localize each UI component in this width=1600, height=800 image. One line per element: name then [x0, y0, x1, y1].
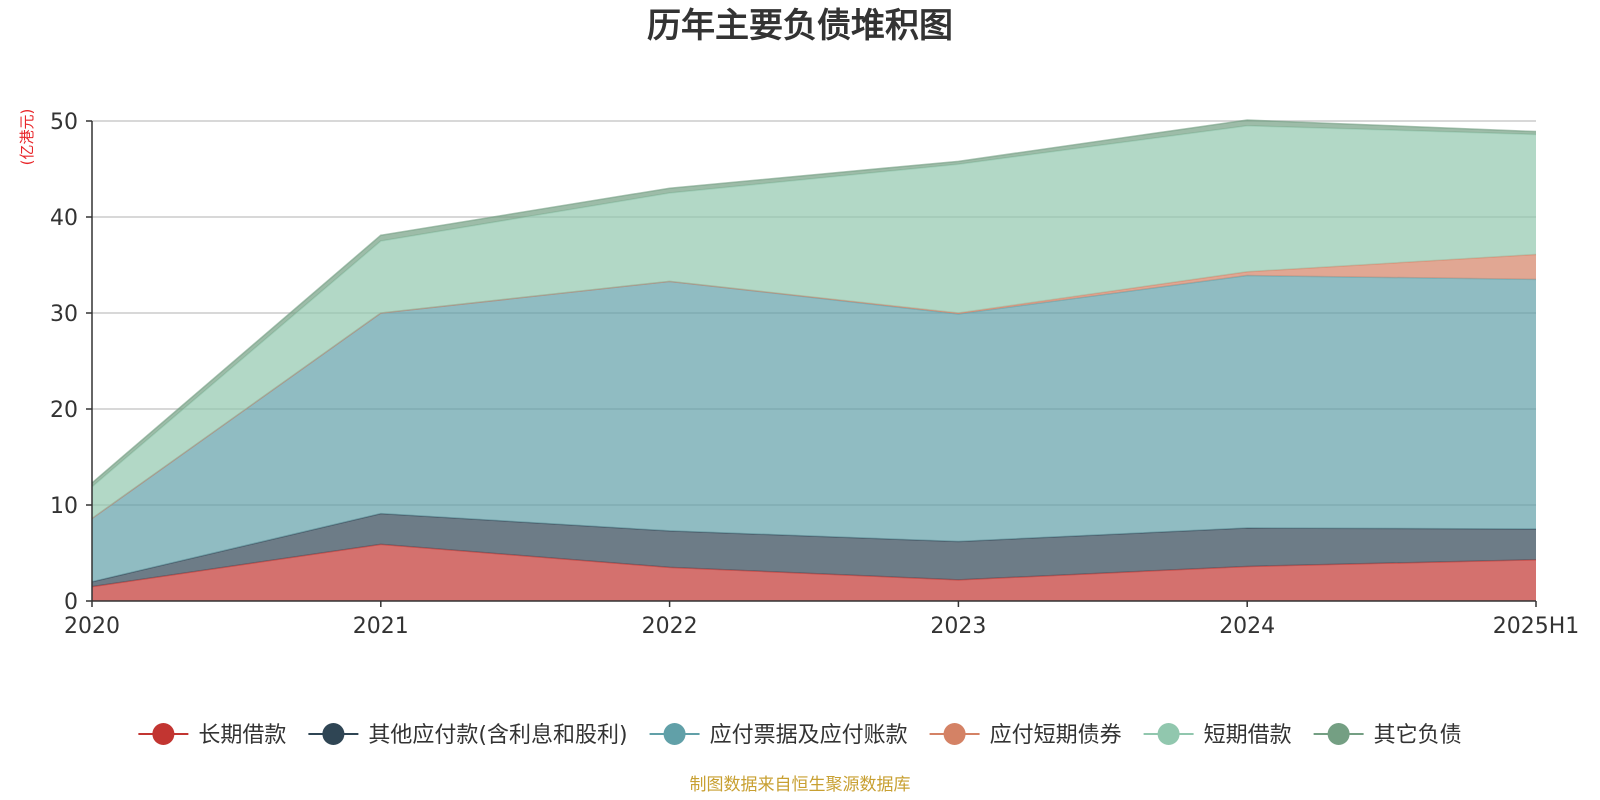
legend-marker-0: [152, 723, 175, 745]
y-tick-label-20: 20: [50, 398, 78, 423]
area-series-4: [92, 125, 1536, 519]
x-tick-label-2020: 2020: [64, 614, 120, 639]
legend-item-5[interactable]: 其它负债: [1313, 723, 1462, 748]
stacked-areas: [91, 119, 1537, 601]
legend-marker-1: [322, 723, 345, 745]
legend-item-2[interactable]: 应付票据及应付账款: [649, 723, 908, 748]
legend-item-4[interactable]: 短期借款: [1143, 723, 1292, 748]
legend-marker-4: [1157, 723, 1180, 745]
legend-label-2: 应付票据及应付账款: [710, 723, 908, 748]
y-tick-label-30: 30: [50, 302, 78, 327]
y-axis-unit-label: (亿港元): [18, 109, 36, 166]
x-tick-label-2025H1: 2025H1: [1493, 614, 1580, 639]
x-tick-label-2023: 2023: [930, 614, 986, 639]
axes: 0 10 20 30 40 50 2020 2021 2022 2023 2024 2025H1: [50, 110, 1579, 639]
data-source-note: 制图数据来自恒生聚源数据库: [690, 775, 911, 795]
legend-marker-2: [663, 723, 686, 745]
x-tick-label-2024: 2024: [1219, 614, 1275, 639]
legend-item-0[interactable]: 长期借款: [138, 723, 286, 748]
y-tick-label-40: 40: [50, 206, 78, 231]
x-tick-label-2021: 2021: [353, 614, 409, 639]
area-series-0: [92, 544, 1536, 601]
legend-label-4: 短期借款: [1204, 723, 1292, 748]
y-tick-label-0: 0: [64, 590, 78, 615]
chart-title: 历年主要负债堆积图: [647, 6, 953, 46]
legend-label-5: 其它负债: [1374, 723, 1462, 748]
legend-item-1[interactable]: 其他应付款(含利息和股利): [308, 723, 628, 748]
legend-marker-3: [943, 723, 966, 745]
area-edge-series-5: [91, 119, 1537, 484]
legend: 长期借款 其他应付款(含利息和股利) 应付票据及应付账款 应付短期债券 短期借款 其它负债: [138, 723, 1462, 748]
legend-marker-5: [1327, 723, 1350, 745]
x-tick-label-2022: 2022: [642, 614, 698, 639]
legend-label-0: 长期借款: [198, 723, 286, 748]
y-tick-label-10: 10: [50, 494, 78, 519]
area-series-2: [92, 275, 1536, 582]
legend-label-1: 其他应付款(含利息和股利): [368, 723, 627, 748]
legend-item-3[interactable]: 应付短期债券: [929, 723, 1122, 748]
y-tick-label-50: 50: [50, 110, 78, 135]
legend-label-3: 应付短期债券: [990, 723, 1122, 748]
